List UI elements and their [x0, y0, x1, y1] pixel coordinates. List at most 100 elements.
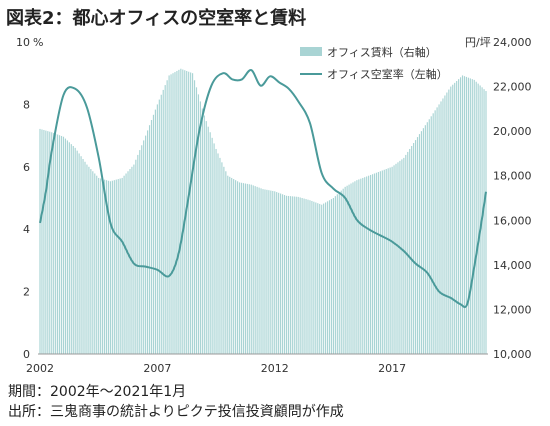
rent-bar: [223, 166, 225, 354]
rent-bar: [342, 188, 344, 354]
rent-bar: [264, 189, 266, 354]
rent-bar: [240, 182, 243, 354]
rent-bar: [477, 83, 479, 354]
legend-swatch-rent: [300, 47, 322, 56]
rent-bar: [344, 186, 346, 354]
rent-bar: [426, 122, 428, 354]
rent-bar: [53, 133, 55, 354]
rent-bar: [315, 202, 317, 354]
rent-bar: [170, 74, 172, 354]
rent-bar: [94, 173, 96, 354]
vacancy-rate-line: [39, 69, 487, 309]
rent-bar: [307, 199, 309, 354]
rent-bar: [133, 164, 135, 354]
rent-bar: [49, 131, 51, 354]
rent-bar: [440, 101, 442, 355]
rent-bar: [356, 180, 358, 354]
rent-bar: [148, 125, 151, 354]
rent-bar: [379, 171, 381, 354]
rent-bar: [137, 154, 139, 354]
rent-bar: [272, 190, 274, 354]
rent-bar: [450, 86, 452, 354]
rent-bar: [360, 178, 362, 354]
period-note: 期間：2002年～2021年1月: [8, 384, 187, 400]
rent-bar: [330, 199, 333, 354]
rent-bar: [328, 200, 331, 354]
rent-bar: [475, 81, 477, 355]
rent-bar: [407, 151, 409, 354]
x-tick-label: 2017: [378, 362, 406, 375]
rent-bar: [235, 180, 237, 354]
rent-bar: [473, 79, 475, 354]
source-note: 出所：三鬼商事の統計よりピクテ投信投資顧問が作成: [8, 404, 344, 420]
rent-bar: [334, 196, 336, 354]
rent-bar: [152, 114, 155, 354]
rent-bar: [311, 200, 313, 354]
rent-bar: [325, 202, 327, 354]
chart-title: 図表2：都心オフィスの空室率と賃料: [6, 8, 307, 29]
rent-bar: [262, 189, 264, 354]
rent-bar: [58, 135, 61, 354]
rent-bar: [47, 131, 49, 354]
rent-bar: [270, 190, 272, 354]
rent-bar: [420, 131, 423, 354]
rent-bar: [321, 204, 323, 354]
left-tick-label: 4: [23, 223, 30, 236]
rent-bar: [340, 190, 342, 354]
rent-bar: [250, 184, 252, 354]
rent-bar: [413, 143, 415, 354]
rent-bar: [203, 115, 205, 354]
rent-bar: [295, 196, 297, 354]
rent-bar: [156, 104, 158, 355]
rent-bar: [127, 171, 129, 354]
rent-bar: [103, 179, 106, 354]
rent-bar: [162, 89, 164, 354]
rent-bar: [180, 68, 182, 355]
rent-bar: [129, 169, 131, 354]
rent-bar: [172, 73, 174, 354]
rent-bar: [348, 184, 350, 354]
rent-bar: [90, 169, 92, 354]
rent-bar: [313, 201, 315, 354]
rent-bar: [276, 192, 278, 354]
rent-bar: [205, 121, 207, 354]
rent-bar: [346, 185, 348, 354]
legend-label-vacancy: オフィス空室率（左軸）: [327, 67, 448, 81]
rent-bar: [268, 190, 270, 354]
rent-bar: [444, 95, 446, 355]
legend-label-rent: オフィス賃料（右軸）: [327, 45, 437, 59]
rent-bar: [448, 89, 450, 354]
rent-bar: [456, 81, 458, 354]
rent-bar: [233, 179, 235, 354]
right-axis-ticks: 10,000 12,000 14,000 16,000 18,000 20,000 22,0…: [493, 36, 532, 361]
rent-bar: [350, 183, 352, 354]
left-tick-label: 6: [23, 161, 30, 174]
rent-bar: [82, 159, 84, 354]
rent-bar: [211, 137, 213, 354]
rent-bar: [145, 135, 147, 354]
x-tick-label: 2002: [26, 362, 54, 375]
rent-bar: [236, 181, 239, 354]
rent-bar: [285, 195, 288, 354]
rent-bar: [401, 159, 403, 354]
rent-bar: [389, 167, 391, 354]
rent-bar: [465, 76, 468, 354]
rent-bar: [147, 130, 149, 354]
rent-bar: [62, 136, 65, 354]
rent-bar: [119, 178, 121, 354]
rent-bar: [51, 132, 53, 354]
rent-bar: [178, 69, 180, 355]
rent-bar: [60, 135, 63, 354]
rent-bar: [430, 116, 432, 354]
rent-bar: [432, 113, 434, 354]
rent-bar: [238, 182, 241, 354]
rent-bar: [139, 150, 141, 354]
rent-bar: [57, 134, 59, 354]
rent-bar: [96, 175, 98, 354]
right-tick-label: 12,000: [493, 303, 532, 316]
rent-bar: [301, 198, 303, 354]
rent-bar: [141, 145, 143, 354]
x-tick-label: 2012: [261, 362, 289, 375]
rent-bar: [383, 169, 385, 354]
rent-bar: [387, 168, 389, 354]
